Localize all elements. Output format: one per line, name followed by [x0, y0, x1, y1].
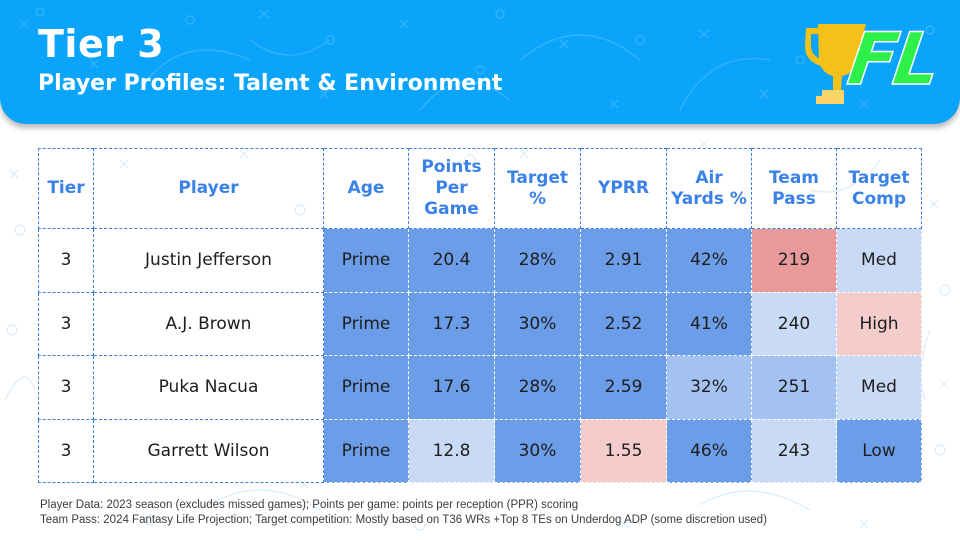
cell-ppg: 12.8	[408, 418, 495, 483]
cell-player: Garrett Wilson	[93, 418, 324, 483]
table-row: 3 Justin Jefferson Prime 20.4 28% 2.91 42% 219 M…	[38, 228, 922, 293]
player-profiles-table: Tier Player Age Points Per Game Target% YPRR Air…	[38, 148, 922, 483]
column-header-tier: Tier	[38, 148, 94, 229]
cell-air-yards-pct: 42%	[666, 228, 752, 293]
cell-age: Prime	[323, 291, 409, 356]
cell-team-pass: 219	[751, 228, 837, 293]
page-subtitle: Player Profiles: Talent & Environment	[38, 71, 503, 96]
footnote-line-2: Team Pass: 2024 Fantasy Life Projection;…	[40, 514, 767, 526]
cell-tier: 3	[38, 418, 94, 483]
cell-tier: 3	[38, 355, 94, 420]
cell-air-yards-pct: 32%	[666, 355, 752, 420]
column-header-target-pct: Target%	[494, 148, 581, 229]
column-header-target-comp: Target Comp	[836, 148, 922, 229]
cell-target-comp: Med	[836, 355, 922, 420]
cell-target-pct: 30%	[494, 418, 581, 483]
table-body: 3 Justin Jefferson Prime 20.4 28% 2.91 42% 219 M…	[38, 228, 922, 483]
cell-target-pct: 28%	[494, 228, 581, 293]
cell-target-comp: High	[836, 291, 922, 356]
header-banner: Tier 3 Player Profiles: Talent & Environ…	[0, 0, 960, 124]
table-row: 3 Garrett Wilson Prime 12.8 30% 1.55 46% 243 Low	[38, 418, 922, 483]
cell-tier: 3	[38, 228, 94, 293]
cell-target-pct: 28%	[494, 355, 581, 420]
cell-yprr: 1.55	[580, 418, 667, 483]
table-header-row: Tier Player Age Points Per Game Target% YPRR Air…	[38, 148, 922, 229]
cell-yprr: 2.59	[580, 355, 667, 420]
cell-player: A.J. Brown	[93, 291, 324, 356]
cell-player: Puka Nacua	[93, 355, 324, 420]
cell-age: Prime	[323, 355, 409, 420]
footnote-line-1: Player Data: 2023 season (excludes misse…	[40, 499, 579, 511]
cell-ppg: 20.4	[408, 228, 495, 293]
cell-tier: 3	[38, 291, 94, 356]
trophy-icon	[805, 24, 866, 104]
page-title: Tier 3	[38, 22, 165, 66]
cell-team-pass: 240	[751, 291, 837, 356]
cell-target-comp: Med	[836, 228, 922, 293]
column-header-ppg: Points Per Game	[408, 148, 495, 229]
cell-team-pass: 251	[751, 355, 837, 420]
column-header-yprr: YPRR	[580, 148, 667, 229]
table-row: 3 Puka Nacua Prime 17.6 28% 2.59 32% 251 Med	[38, 355, 922, 420]
cell-yprr: 2.52	[580, 291, 667, 356]
cell-target-comp: Low	[836, 418, 922, 483]
cell-air-yards-pct: 41%	[666, 291, 752, 356]
cell-ppg: 17.6	[408, 355, 495, 420]
footnote: Player Data: 2023 season (excludes misse…	[40, 498, 767, 528]
cell-target-pct: 30%	[494, 291, 581, 356]
cell-air-yards-pct: 46%	[666, 418, 752, 483]
cell-age: Prime	[323, 228, 409, 293]
column-header-air-yards-pct: Air Yards %	[666, 148, 752, 229]
banner-playbook-pattern	[19, 7, 935, 111]
column-header-team-pass: Team Pass	[751, 148, 837, 229]
column-header-player: Player	[93, 148, 324, 229]
cell-player: Justin Jefferson	[93, 228, 324, 293]
cell-team-pass: 243	[751, 418, 837, 483]
cell-age: Prime	[323, 418, 409, 483]
cell-yprr: 2.91	[580, 228, 667, 293]
cell-ppg: 17.3	[408, 291, 495, 356]
table-row: 3 A.J. Brown Prime 17.3 30% 2.52 41% 240 High	[38, 291, 922, 356]
fantasy-life-logo: FL	[842, 16, 942, 102]
column-header-age: Age	[323, 148, 409, 229]
